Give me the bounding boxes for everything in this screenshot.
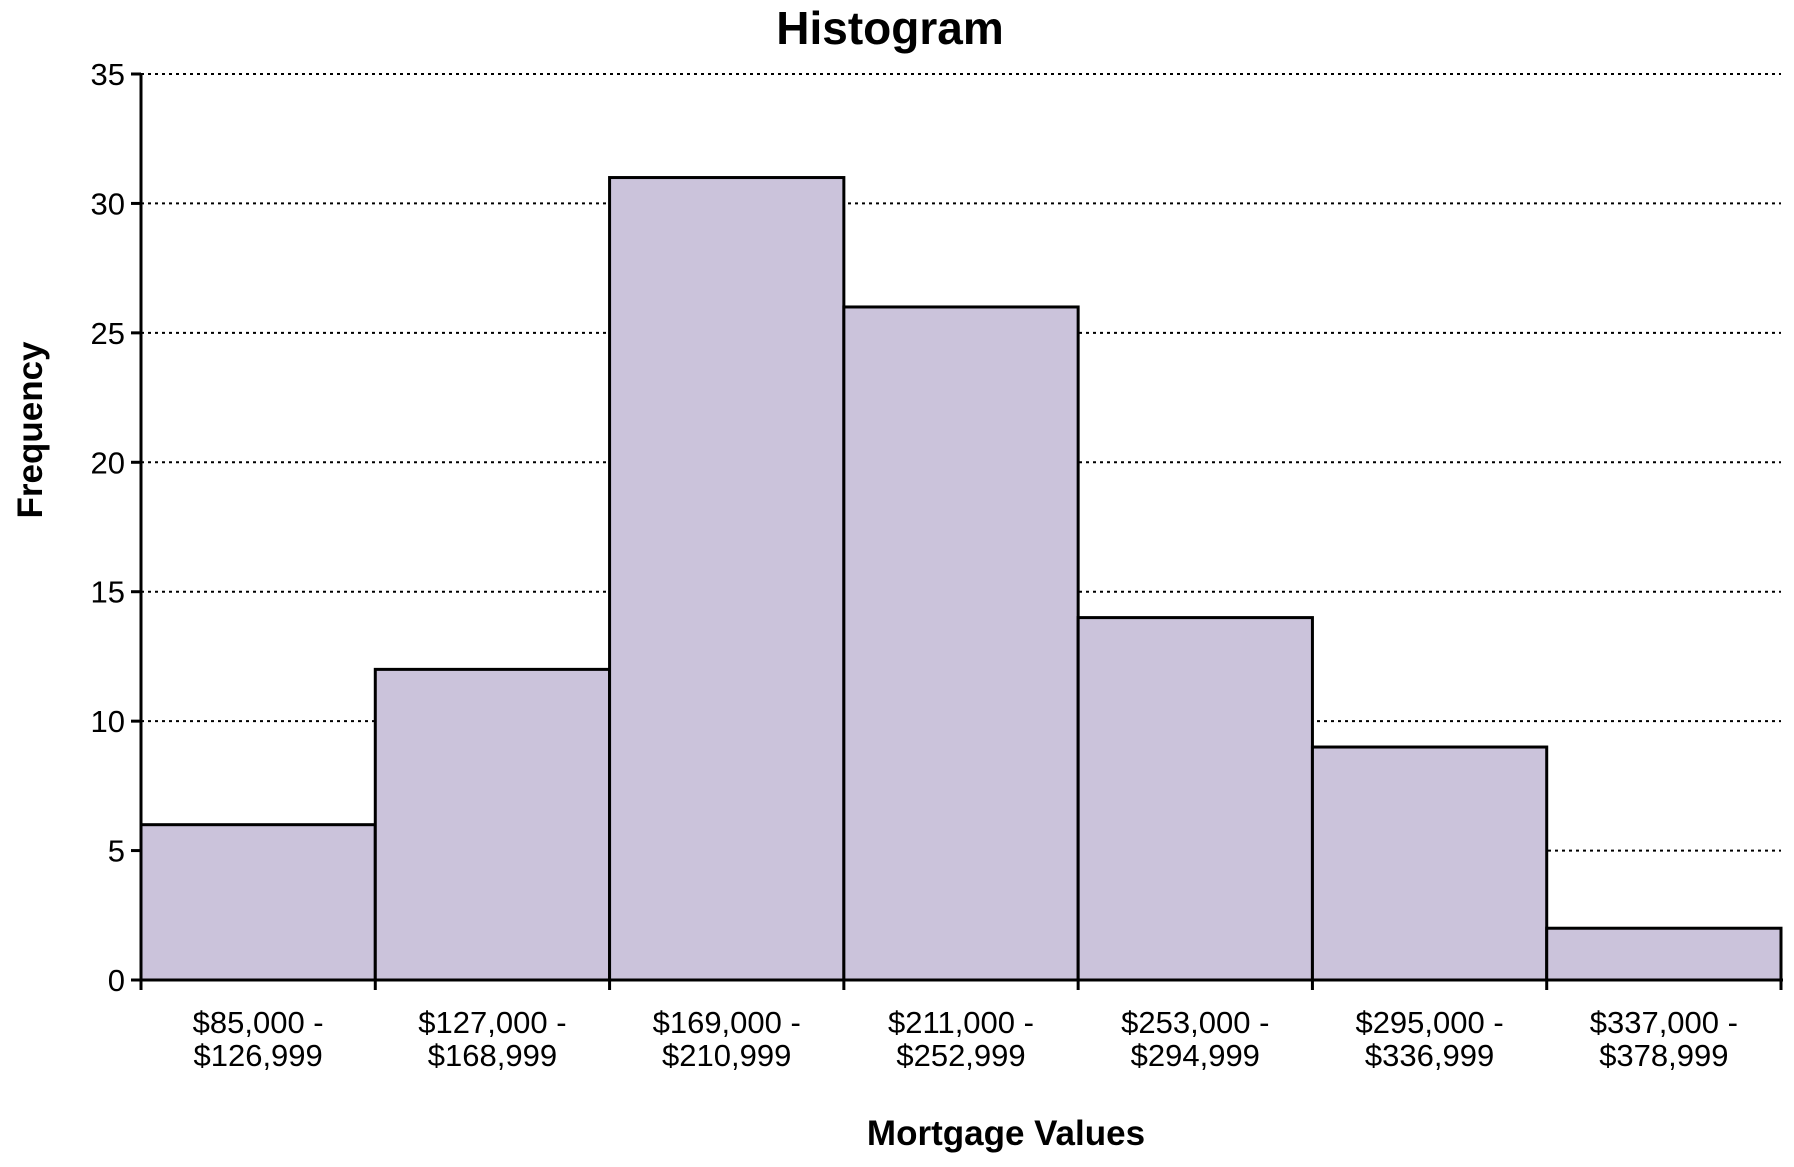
x-category-label-6: $295,000 -$336,999 <box>1355 1005 1503 1073</box>
x-category-label-line: $168,999 <box>428 1038 557 1073</box>
x-category-label-line: $252,999 <box>896 1038 1025 1073</box>
x-category-label-7: $337,000 -$378,999 <box>1590 1005 1738 1073</box>
x-category-label-line: $378,999 <box>1599 1038 1728 1073</box>
x-category-label-line: $127,000 - <box>418 1005 566 1040</box>
x-category-label-4: $211,000 -$252,999 <box>888 1005 1034 1073</box>
y-tick-labels: 0 5 10 15 20 25 30 35 <box>91 57 125 998</box>
bar-5 <box>1076 616 1314 982</box>
x-category-label-3: $169,000 -$210,999 <box>653 1005 801 1073</box>
x-category-label-2: $127,000 -$168,999 <box>418 1005 566 1073</box>
bar-1 <box>139 823 377 982</box>
y-tick-label-25: 25 <box>91 316 125 351</box>
x-category-label-line: $126,999 <box>193 1038 322 1073</box>
axes <box>131 72 1783 990</box>
x-category-label-line: $294,999 <box>1131 1038 1260 1073</box>
bar-6 <box>1310 745 1549 982</box>
x-axis-title: Mortgage Values <box>867 1114 1145 1153</box>
x-category-label-line: $169,000 - <box>653 1005 801 1040</box>
x-category-label-1: $85,000 -$126,999 <box>193 1005 324 1073</box>
y-tick-label-0: 0 <box>108 963 125 998</box>
bar-2 <box>373 667 612 982</box>
bars <box>139 176 1783 982</box>
x-category-labels: $85,000 -$126,999 $127,000 -$168,999 $169,… <box>193 1005 1738 1073</box>
x-category-label-line: $210,999 <box>662 1038 791 1073</box>
x-category-label-line: $211,000 - <box>888 1005 1034 1040</box>
x-category-label-line: $336,999 <box>1365 1038 1494 1073</box>
bar-4 <box>842 305 1080 982</box>
chart-title: Histogram <box>776 2 1003 54</box>
y-tick-label-10: 10 <box>91 704 125 739</box>
y-tick-label-20: 20 <box>91 445 125 480</box>
bar-7 <box>1545 926 1783 982</box>
y-axis-title: Frequency <box>11 341 50 519</box>
bar-3 <box>608 176 846 982</box>
x-category-label-line: $337,000 - <box>1590 1005 1738 1040</box>
y-tick-label-15: 15 <box>91 575 125 610</box>
x-category-label-line: $295,000 - <box>1355 1005 1503 1040</box>
y-tick-label-5: 5 <box>108 834 125 869</box>
x-category-label-5: $253,000 -$294,999 <box>1121 1005 1269 1073</box>
y-tick-label-30: 30 <box>91 186 125 221</box>
x-category-label-line: $253,000 - <box>1121 1005 1269 1040</box>
y-tick-label-35: 35 <box>91 57 125 92</box>
x-category-label-line: $85,000 - <box>193 1005 324 1040</box>
